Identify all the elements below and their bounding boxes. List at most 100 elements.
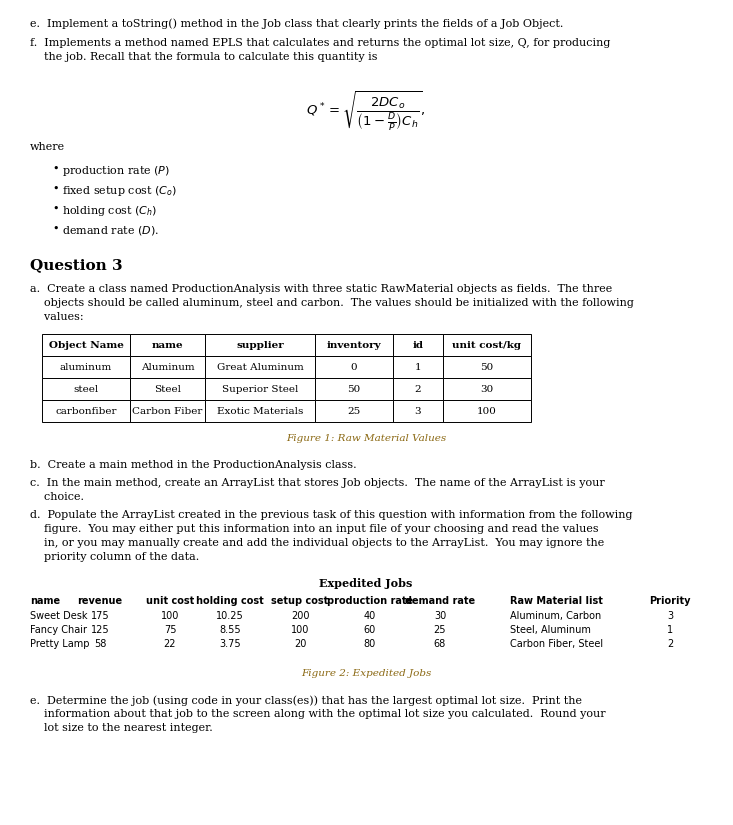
Text: Steel: Steel (154, 384, 181, 394)
Text: 30: 30 (434, 611, 446, 621)
Text: Carbon Fiber, Steel: Carbon Fiber, Steel (510, 639, 603, 649)
Text: 68: 68 (434, 639, 446, 649)
Text: demand rate: demand rate (405, 596, 475, 606)
Text: •: • (52, 184, 59, 194)
Text: Steel, Aluminum: Steel, Aluminum (510, 625, 591, 635)
Text: Exotic Materials: Exotic Materials (217, 407, 303, 416)
Bar (393, 356, 443, 378)
Text: 3: 3 (667, 611, 673, 621)
Text: priority column of the data.: priority column of the data. (30, 552, 199, 562)
Text: 125: 125 (91, 625, 109, 635)
Text: setup cost: setup cost (271, 596, 328, 606)
Text: 8.55: 8.55 (219, 625, 241, 635)
Bar (42, 356, 130, 378)
Bar (315, 334, 393, 356)
Text: Expedited Jobs: Expedited Jobs (320, 578, 413, 589)
Bar (443, 356, 531, 378)
Text: 10.25: 10.25 (216, 611, 244, 621)
Text: 50: 50 (480, 362, 493, 371)
Text: choice.: choice. (30, 492, 84, 502)
Bar (205, 356, 315, 378)
Text: 100: 100 (161, 611, 179, 621)
Bar (205, 334, 315, 356)
Text: Object Name: Object Name (48, 341, 123, 350)
Text: steel: steel (73, 384, 99, 394)
Bar (443, 378, 531, 400)
Text: carbonfiber: carbonfiber (55, 407, 117, 416)
Bar (443, 334, 531, 356)
Bar (393, 400, 443, 422)
Text: 3.75: 3.75 (219, 639, 241, 649)
Text: fixed setup cost $(C_o)$: fixed setup cost $(C_o)$ (62, 184, 177, 198)
Text: 25: 25 (434, 625, 446, 635)
Text: a.  Create a class named ProductionAnalysis with three static RawMaterial object: a. Create a class named ProductionAnalys… (30, 284, 612, 294)
Text: 40: 40 (364, 611, 376, 621)
Text: 175: 175 (91, 611, 109, 621)
Text: 22: 22 (163, 639, 176, 649)
Bar (42, 378, 130, 400)
Text: f.  Implements a method named EPLS that calculates and returns the optimal lot s: f. Implements a method named EPLS that c… (30, 38, 611, 48)
Text: 25: 25 (347, 407, 361, 416)
Text: 0: 0 (350, 362, 357, 371)
Text: 100: 100 (477, 407, 497, 416)
Text: 2: 2 (415, 384, 421, 394)
Bar (130, 356, 205, 378)
Text: •: • (52, 204, 59, 214)
Text: objects should be called aluminum, steel and carbon.  The values should be initi: objects should be called aluminum, steel… (30, 298, 634, 308)
Text: b.  Create a main method in the ProductionAnalysis class.: b. Create a main method in the Productio… (30, 460, 357, 470)
Text: revenue: revenue (78, 596, 122, 606)
Text: Great Aluminum: Great Aluminum (217, 362, 303, 371)
Bar (205, 378, 315, 400)
Text: 50: 50 (347, 384, 361, 394)
Text: demand rate $(D)$.: demand rate $(D)$. (62, 224, 159, 237)
Text: supplier: supplier (236, 341, 284, 350)
Bar (315, 356, 393, 378)
Bar (443, 400, 531, 422)
Text: Aluminum, Carbon: Aluminum, Carbon (510, 611, 601, 621)
Text: Superior Steel: Superior Steel (222, 384, 298, 394)
Text: production rate $(P)$: production rate $(P)$ (62, 164, 170, 178)
Text: inventory: inventory (327, 341, 381, 350)
Text: 20: 20 (294, 639, 306, 649)
Text: Question 3: Question 3 (30, 258, 122, 272)
Text: Aluminum: Aluminum (141, 362, 194, 371)
Text: where: where (30, 142, 65, 152)
Text: unit cost/kg: unit cost/kg (452, 341, 521, 350)
Text: unit cost: unit cost (146, 596, 194, 606)
Text: the job. Recall that the formula to calculate this quantity is: the job. Recall that the formula to calc… (30, 52, 377, 62)
Text: 2: 2 (667, 639, 673, 649)
Text: 100: 100 (291, 625, 309, 635)
Text: 3: 3 (415, 407, 421, 416)
Text: 75: 75 (163, 625, 176, 635)
Text: id: id (413, 341, 424, 350)
Text: Pretty Lamp: Pretty Lamp (30, 639, 89, 649)
Text: values:: values: (30, 312, 84, 322)
Text: 30: 30 (480, 384, 493, 394)
Bar (393, 334, 443, 356)
Text: $Q^* = \sqrt{\dfrac{2DC_o}{\left(1 - \frac{D}{P}\right)C_h}},$: $Q^* = \sqrt{\dfrac{2DC_o}{\left(1 - \fr… (306, 90, 426, 134)
Bar (42, 400, 130, 422)
Bar (315, 400, 393, 422)
Bar (42, 334, 130, 356)
Text: name: name (152, 341, 183, 350)
Text: Fancy Chair: Fancy Chair (30, 625, 87, 635)
Text: aluminum: aluminum (60, 362, 112, 371)
Text: holding cost $(C_h)$: holding cost $(C_h)$ (62, 204, 158, 218)
Text: Priority: Priority (649, 596, 690, 606)
Text: •: • (52, 164, 59, 174)
Text: e.  Determine the job (using code in your class(es)) that has the largest optima: e. Determine the job (using code in your… (30, 695, 582, 705)
Text: Carbon Fiber: Carbon Fiber (133, 407, 203, 416)
Text: Figure 2: Expedited Jobs: Figure 2: Expedited Jobs (301, 669, 431, 678)
Text: holding cost: holding cost (196, 596, 264, 606)
Text: name: name (30, 596, 60, 606)
Text: 80: 80 (364, 639, 376, 649)
Bar (130, 378, 205, 400)
Bar (130, 334, 205, 356)
Text: production rate: production rate (327, 596, 413, 606)
Text: Figure 1: Raw Material Values: Figure 1: Raw Material Values (286, 434, 446, 443)
Text: c.  In the main method, create an ArrayList that stores Job objects.  The name o: c. In the main method, create an ArrayLi… (30, 478, 605, 488)
Text: Raw Material list: Raw Material list (510, 596, 603, 606)
Text: Sweet Desk: Sweet Desk (30, 611, 87, 621)
Text: 1: 1 (667, 625, 673, 635)
Text: information about that job to the screen along with the optimal lot size you cal: information about that job to the screen… (30, 709, 605, 719)
